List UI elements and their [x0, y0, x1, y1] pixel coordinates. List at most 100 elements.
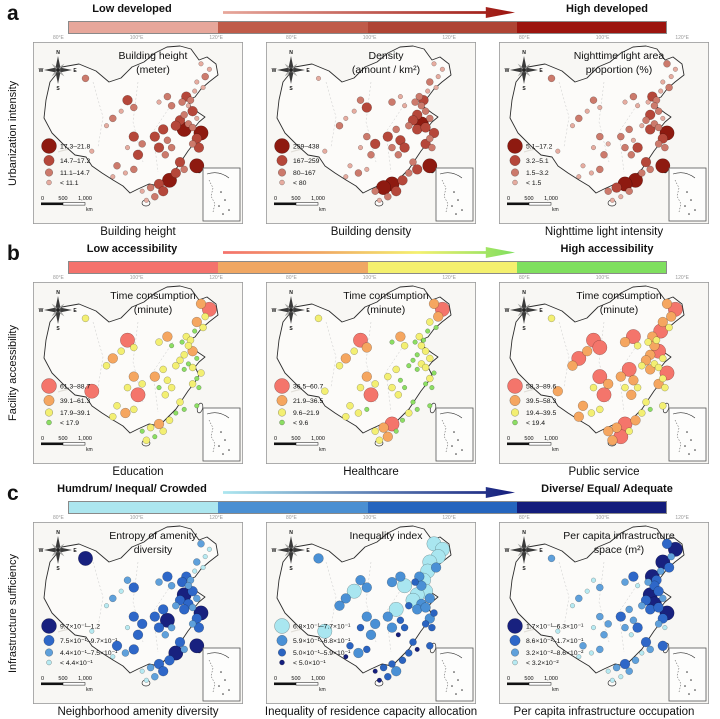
city-bubble	[128, 582, 139, 593]
city-bubble	[363, 132, 371, 141]
city-bubble	[193, 594, 201, 603]
svg-text:0: 0	[507, 676, 510, 682]
gradient-arrow-icon	[223, 7, 515, 18]
svg-text:0: 0	[507, 436, 510, 442]
city-bubble	[165, 416, 174, 425]
city-bubble	[189, 158, 205, 174]
city-bubble	[647, 406, 653, 412]
map-title-line1: Inequality index	[350, 530, 424, 542]
city-bubble	[659, 594, 667, 603]
gradient-bar	[68, 501, 667, 514]
south-china-sea-inset	[202, 407, 241, 462]
legend-symbol	[509, 395, 521, 406]
city-bubble	[402, 385, 408, 391]
legend-label: < 17.9	[60, 420, 79, 427]
gradient-bar	[68, 261, 667, 274]
longitude-ticks: 80°E 100°E 120°E	[286, 515, 456, 521]
province-borders	[92, 321, 174, 413]
city-bubble	[596, 583, 604, 592]
city-bubble	[661, 538, 673, 549]
city-bubble	[654, 363, 663, 372]
city-bubble	[122, 170, 128, 176]
city-bubble	[371, 187, 379, 195]
city-bubble	[410, 399, 416, 405]
city-bubble	[405, 601, 413, 610]
svg-text:500: 500	[524, 676, 533, 682]
china-map: N E S W Entropy of amenity diversity 9.7…	[33, 522, 243, 704]
gradient-arrow-icon	[223, 487, 515, 498]
city-bubble	[132, 629, 144, 640]
city-bubble	[661, 143, 669, 152]
china-outline	[509, 285, 685, 434]
city-bubble	[646, 165, 654, 174]
city-bubble	[421, 107, 430, 115]
city-bubble	[625, 605, 633, 614]
svg-text:N: N	[522, 290, 526, 296]
legend-symbol	[507, 138, 523, 154]
city-bubble	[426, 318, 434, 326]
legend-label: 58.3–89.6	[526, 383, 556, 390]
map-caption: Building density	[330, 226, 412, 238]
city-bubble	[661, 383, 669, 392]
city-bubble	[161, 391, 170, 399]
legend-symbol	[277, 408, 287, 417]
scale-bar: 0 500 1,000 km	[274, 676, 326, 693]
city-bubble	[167, 383, 176, 392]
city-bubble	[196, 385, 202, 391]
city-bubble	[569, 123, 576, 129]
city-bubble	[340, 593, 351, 604]
city-bubble	[427, 403, 433, 409]
gradient-bar-segment	[218, 502, 368, 513]
city-bubble	[107, 353, 118, 364]
city-bubble	[123, 576, 132, 584]
legend-symbol	[279, 179, 285, 186]
city-bubble	[118, 588, 124, 594]
city-bubble	[384, 672, 392, 681]
bubble-layer	[314, 298, 450, 445]
city-bubble	[357, 145, 364, 151]
city-bubble	[110, 174, 116, 180]
legend-label: 3.2×10⁻²–8.6×10⁻²	[526, 650, 584, 657]
bubble-layer	[81, 298, 217, 445]
city-bubble	[423, 381, 429, 387]
city-bubble	[576, 654, 582, 660]
china-map: N E S W Nighttime light area proportion …	[499, 42, 709, 224]
south-china-sea-inset	[202, 167, 241, 222]
city-bubble	[645, 124, 656, 135]
city-bubble	[181, 366, 187, 372]
city-bubble	[398, 656, 407, 665]
city-bubble	[158, 666, 169, 677]
city-bubble	[364, 406, 370, 412]
legend-symbol	[509, 635, 521, 646]
city-bubble	[405, 409, 413, 417]
svg-text:1,000: 1,000	[544, 676, 558, 682]
city-bubble	[334, 600, 345, 611]
city-bubble	[638, 601, 646, 610]
svg-text:S: S	[56, 566, 60, 572]
city-bubble	[350, 347, 358, 355]
city-bubble	[89, 148, 95, 154]
city-bubble	[617, 132, 625, 141]
bubble-layer	[547, 538, 683, 683]
city-bubble	[576, 174, 582, 180]
city-bubble	[186, 96, 195, 104]
china-map: N E S W Density (amount / km²) 259–438 16…	[266, 42, 476, 224]
map-caption: Building height	[100, 226, 176, 238]
map-panel: 80°E 100°E 120°E	[266, 275, 476, 480]
city-bubble	[626, 389, 637, 400]
south-china-sea-inset	[668, 167, 707, 222]
city-bubble	[547, 554, 556, 563]
city-bubble	[195, 298, 207, 309]
svg-text:500: 500	[58, 676, 67, 682]
city-bubble	[630, 137, 636, 143]
svg-text:S: S	[289, 326, 293, 332]
city-bubble	[384, 192, 392, 201]
city-bubble	[356, 96, 365, 104]
city-bubble	[162, 331, 173, 342]
legend-symbol	[43, 155, 55, 166]
city-bubble	[382, 431, 393, 442]
legend-symbol	[41, 378, 57, 394]
map-legend: 36.5–60.7 21.9–36.5 9.6–21.9 < 9.6	[274, 378, 323, 427]
city-bubble	[575, 114, 583, 123]
city-bubble	[143, 197, 149, 203]
